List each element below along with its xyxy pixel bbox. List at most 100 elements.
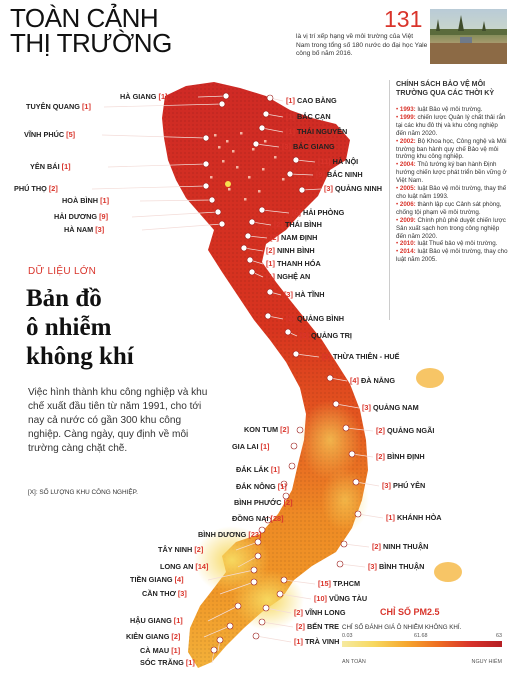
province-name: ĐẮK NÔNG: [236, 482, 276, 491]
leader-line: [261, 621, 294, 628]
province-label: [9] BẮC NINH: [316, 170, 363, 179]
zone-count: [1]: [386, 513, 395, 522]
province-label: [2] QUẢNG BÌNH: [286, 314, 344, 323]
province-name: HẢI DƯƠNG: [54, 212, 98, 221]
zone-count: [2]: [372, 542, 381, 551]
province-marker: [248, 218, 256, 226]
province-name: NGHỆ AN: [276, 272, 311, 281]
province-name: HÀ TĨNH: [294, 290, 325, 299]
leader-line: [131, 211, 219, 218]
province-name: TRÀ VINH: [304, 637, 340, 646]
legend-tick: 63: [496, 633, 502, 639]
province-marker: [240, 244, 248, 252]
zone-dot: [244, 198, 247, 201]
province-label: [3] BẮC GIANG: [282, 142, 335, 151]
policy-year: 1999:: [399, 113, 416, 121]
zone-dot: [214, 134, 217, 137]
zone-count: [2]: [48, 184, 58, 193]
zone-count: [3]: [284, 290, 293, 299]
province-name: BẮC GIANG: [292, 142, 335, 151]
province-label: [2] NAM ĐỊNH: [270, 233, 317, 242]
province-marker: [216, 636, 224, 644]
province-name: HÀ NAM: [64, 225, 94, 234]
province-label: HOÀ BÌNH [1]: [62, 196, 109, 205]
policy-year: 1993:: [399, 106, 416, 113]
leader-line: [103, 103, 223, 108]
policy-year: 2005:: [399, 185, 416, 193]
zone-count: [4]: [350, 376, 359, 385]
province-label: [2] THỪA THIÊN - HUẾ: [322, 352, 400, 361]
policy-item: • 2004: Thủ tướng ký ban hành Định hướng…: [396, 161, 507, 185]
legend-tick: 61.68: [414, 633, 428, 639]
zone-count: [2]: [283, 498, 293, 507]
province-name: SÓC TRĂNG: [140, 658, 184, 667]
zone-count: [1]: [173, 616, 183, 625]
province-label: [2] BÌNH ĐỊNH: [376, 452, 425, 461]
zone-count: [2]: [296, 622, 305, 631]
province-name: TUYÊN QUANG: [26, 102, 80, 111]
province-marker: [250, 566, 258, 574]
zone-count: [3]: [368, 562, 377, 571]
province-name: CAO BẰNG: [296, 96, 337, 105]
province-name: VĨNH PHÚC: [24, 130, 65, 139]
province-name: CẦN THƠ: [142, 589, 176, 598]
province-marker: [280, 576, 288, 584]
province-label: YÊN BÁI [1]: [30, 162, 71, 171]
zone-count: [1]: [286, 96, 295, 105]
leader-line: [139, 199, 213, 202]
legend-tick: 0.03: [342, 633, 353, 639]
leader-line: [91, 185, 207, 190]
policy-list: • 1993: luật Bảo vệ môi trường. • 1999: c…: [396, 106, 508, 264]
policy-year: 2002:: [399, 137, 416, 145]
zone-count: [1]: [277, 482, 287, 491]
offshore-island: [434, 562, 462, 582]
zone-count: [2]: [300, 331, 309, 340]
legend-title: CHỈ SỐ PM2.5: [380, 607, 440, 617]
rank-number: 131: [384, 6, 423, 32]
zone-count: [23]: [248, 530, 262, 539]
zone-count: [4]: [174, 575, 184, 584]
province-label: HÀ NAM [3]: [64, 225, 104, 234]
province-label: BÌNH DƯƠNG [23]: [198, 530, 261, 539]
province-name: KIÊN GIANG: [126, 632, 170, 641]
province-name: BÌNH ĐỊNH: [386, 452, 425, 461]
leader-line: [261, 209, 290, 214]
landscape-image: [430, 15, 507, 64]
leader-line: [351, 453, 374, 458]
province-name: PHÚ THỌ: [14, 184, 47, 193]
province-marker: [292, 350, 300, 358]
province-marker: [258, 124, 266, 132]
policy-text: luật Bảo vệ môi trường, thay thế cho luậ…: [396, 185, 507, 200]
province-label: TUYÊN QUANG [1]: [26, 102, 91, 111]
policy-item: • 2002: Bộ Khoa học, Công nghệ và Môi tr…: [396, 137, 507, 161]
province-marker: [226, 622, 234, 630]
province-marker: [336, 560, 344, 568]
zone-count: [2]: [280, 425, 290, 434]
province-name: VŨNG TÀU: [329, 594, 368, 603]
province-marker: [202, 182, 210, 190]
province-marker: [218, 100, 226, 108]
province-markers: [202, 92, 362, 654]
zone-count: [5]: [66, 130, 76, 139]
zone-dot: [222, 160, 225, 163]
zone-count: [2]: [294, 608, 303, 617]
province-marker: [326, 374, 334, 382]
policy-year: 2009:: [399, 216, 416, 224]
province-marker: [244, 232, 252, 240]
policy-item: • 2005: luật Bảo vệ môi trường, thay thế…: [396, 185, 507, 200]
province-name: ĐÀ NẴNG: [360, 376, 396, 385]
province-name: HẢI PHÒNG: [302, 208, 345, 217]
province-label: [1] CAO BẰNG: [286, 96, 337, 105]
zone-dot: [264, 140, 267, 143]
zone-count: [11]: [318, 157, 331, 166]
province-label: VĨNH PHÚC [5]: [24, 130, 75, 139]
province-label: [15] TP.HCM: [318, 579, 360, 588]
leader-line: [355, 481, 380, 487]
zone-dot: [240, 132, 243, 135]
province-label: [2] QUẢNG NGÃI: [376, 426, 434, 435]
province-name: TIỀN GIANG: [130, 575, 173, 584]
zone-count: [2]: [171, 632, 181, 641]
article-intro: Việc hình thành khu công nghiệp và khu c…: [28, 387, 208, 454]
leader-line: [295, 353, 320, 358]
province-marker: [264, 312, 272, 320]
